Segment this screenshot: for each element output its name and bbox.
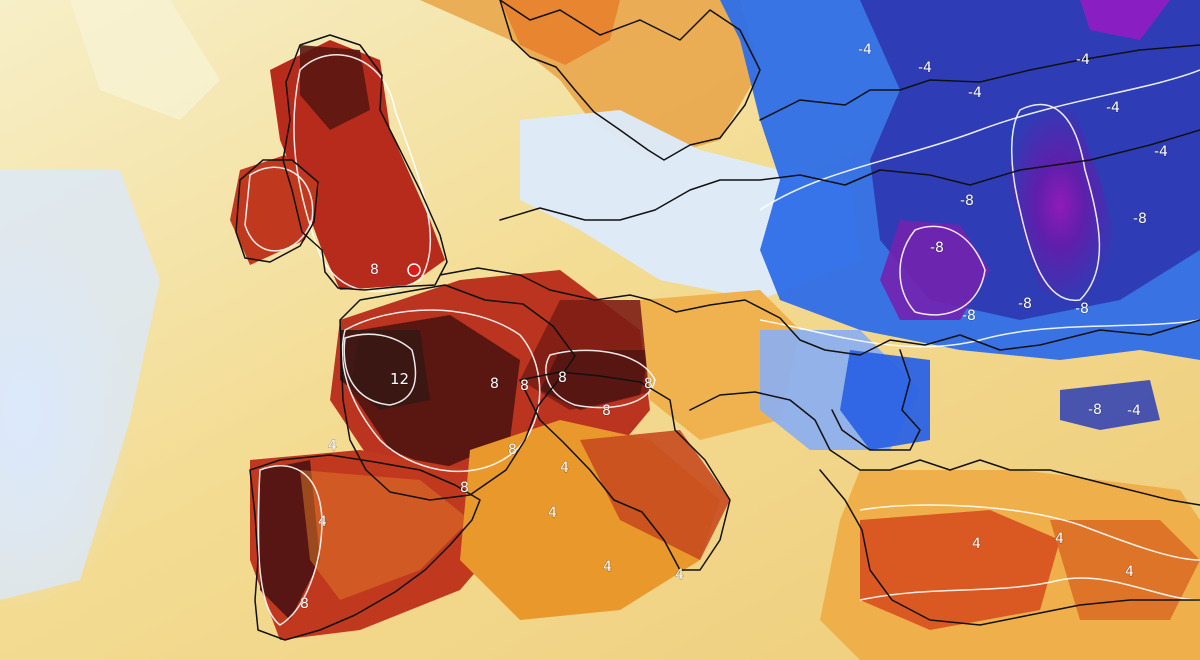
temperature-label: 8 xyxy=(602,403,611,419)
northern-europe-border xyxy=(499,129,1200,221)
temperature-label: -4 xyxy=(918,60,932,76)
temperature-label: 8 xyxy=(460,480,469,496)
atlantic-cool-field xyxy=(0,170,160,600)
ireland-hot-field xyxy=(230,155,320,265)
france-contour-12 xyxy=(343,333,417,406)
italy-border xyxy=(519,371,731,571)
portugal-contour xyxy=(257,465,323,626)
temperature-label: -4 xyxy=(858,42,872,58)
temperature-label: 4 xyxy=(328,438,337,454)
ireland-contour xyxy=(244,166,314,252)
temperature-label: 4 xyxy=(675,567,684,583)
temperature-label: 4 xyxy=(560,460,569,476)
france-border xyxy=(339,284,576,501)
temperature-label: 8 xyxy=(644,376,653,392)
scandinavia-warm-field xyxy=(420,0,760,160)
temperature-label: -4 xyxy=(1106,100,1120,116)
location-marker xyxy=(407,263,421,277)
temperature-label: -4 xyxy=(968,85,982,101)
temperature-label: 4 xyxy=(1055,531,1064,547)
iberia-orange-overlay xyxy=(300,470,470,600)
balkans-border xyxy=(689,391,1200,506)
eastern-cold-contour xyxy=(759,319,1200,348)
alps-contour xyxy=(545,349,656,409)
belarus-cold-patch xyxy=(880,220,990,320)
temperature-label: -8 xyxy=(930,240,944,256)
temperature-label: -4 xyxy=(1076,52,1090,68)
temperature-label: -8 xyxy=(1088,402,1102,418)
east-anatolia-field xyxy=(1050,520,1200,620)
temperature-label: 4 xyxy=(1125,564,1134,580)
turkey-coast xyxy=(819,469,1200,626)
temperature-label: 4 xyxy=(972,536,981,552)
west-france-core xyxy=(340,330,430,410)
northeast-purple-patch xyxy=(1080,0,1170,40)
anatolia-hot-field xyxy=(860,510,1060,630)
black-sea-cold-patch xyxy=(1060,380,1160,430)
ukraine-coldest-field xyxy=(1000,100,1120,310)
temperature-label: -4 xyxy=(1154,144,1168,160)
temperature-label: -8 xyxy=(960,193,974,209)
romania-cold-field xyxy=(840,350,930,450)
britain-contour xyxy=(293,54,432,293)
temperature-label: 8 xyxy=(508,442,517,458)
ireland-coast xyxy=(235,159,319,263)
norway-warm-field xyxy=(500,0,620,65)
temperature-label: -8 xyxy=(962,308,976,324)
temperature-label: -4 xyxy=(1127,403,1141,419)
temperature-label: 4 xyxy=(548,505,557,521)
temperature-label: 8 xyxy=(370,262,379,278)
temperature-label-12: 12 xyxy=(390,370,409,388)
france-contour-8 xyxy=(341,309,541,473)
turkey-contour-1 xyxy=(859,504,1200,561)
ukraine-contour xyxy=(1011,103,1101,301)
temperature-label: 4 xyxy=(318,514,327,530)
temperature-label: -8 xyxy=(1075,301,1089,317)
temperature-label: 8 xyxy=(520,378,529,394)
central-europe-borders xyxy=(439,267,1200,356)
great-britain-coast xyxy=(282,34,448,291)
baltic-border xyxy=(759,44,1200,121)
scandinavia-coast xyxy=(499,0,761,161)
scotland-dark-core xyxy=(300,45,370,130)
temperature-label: -8 xyxy=(1018,296,1032,312)
alps-dark-core xyxy=(540,350,650,410)
north-atlantic-light-field xyxy=(70,0,220,120)
belarus-contour xyxy=(899,225,986,316)
temperature-label: 8 xyxy=(490,376,499,392)
italy-hot-field xyxy=(580,430,730,560)
temperature-label: -8 xyxy=(1133,211,1147,227)
romania-border xyxy=(831,349,921,451)
temperature-label: 8 xyxy=(558,370,567,386)
temperature-label: 4 xyxy=(603,559,612,575)
temperature-label: 8 xyxy=(300,596,309,612)
iberia-border xyxy=(249,454,481,641)
turkey-contour-2 xyxy=(859,577,1200,601)
